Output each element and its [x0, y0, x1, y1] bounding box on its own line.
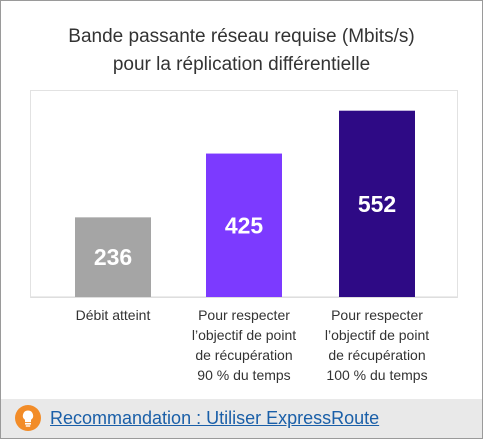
- chart-title: Bande passante réseau requise (Mbits/s) …: [1, 23, 482, 79]
- recommendation-bar: Recommandation : Utiliser ExpressRoute: [1, 399, 482, 438]
- data-label-1: 236: [94, 244, 132, 270]
- recommendation-link[interactable]: Recommandation : Utiliser ExpressRoute: [50, 408, 380, 428]
- data-label-2: 425: [225, 212, 264, 238]
- category-label-2: Pour respecter l’objectif de point de récu…: [178, 305, 310, 385]
- category-label-2-line-4: 90 % du temps: [197, 367, 291, 383]
- data-label-3: 552: [358, 191, 396, 217]
- category-label-3-line-1: Pour respecter: [331, 307, 423, 323]
- chart-title-line-2: pour la réplication différentielle: [112, 54, 371, 75]
- category-label-2-line-3: de récupération: [195, 347, 293, 363]
- bar-1: [75, 217, 151, 297]
- category-label-1: Débit atteint: [47, 305, 179, 325]
- chart-title-line-1: Bande passante réseau requise (Mbits/s): [68, 26, 415, 47]
- bar-3: [339, 110, 415, 297]
- lightbulb-icon: [15, 405, 41, 431]
- category-label-3-line-2: l’objectif de point: [324, 327, 430, 343]
- category-label-3: Pour respecter l’objectif de point de récu…: [311, 305, 443, 385]
- bar-2: [206, 153, 282, 297]
- bar-chart: 236 425 552: [31, 110, 457, 298]
- category-label-2-line-1: Pour respecter: [198, 307, 290, 323]
- category-label-2-line-2: l’objectif de point: [191, 327, 297, 343]
- category-label-1-line-1: Débit atteint: [75, 307, 151, 323]
- category-label-3-line-3: de récupération: [328, 347, 426, 363]
- category-label-3-line-4: 100 % du temps: [326, 367, 428, 383]
